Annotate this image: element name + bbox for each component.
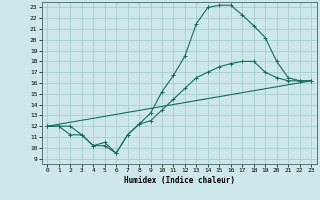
X-axis label: Humidex (Indice chaleur): Humidex (Indice chaleur): [124, 176, 235, 185]
